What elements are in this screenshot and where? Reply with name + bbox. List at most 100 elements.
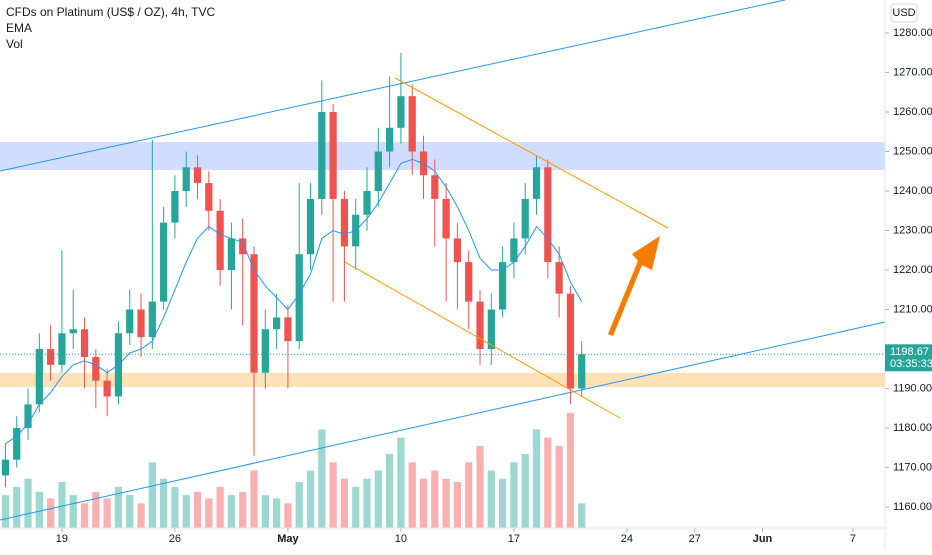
candle-body	[318, 112, 326, 199]
candle-body	[24, 404, 32, 429]
volume-bar	[239, 491, 247, 528]
x-tick-label: 19	[56, 533, 68, 545]
volume-bar	[171, 486, 179, 528]
x-tick-label: 26	[169, 533, 181, 545]
ema-line	[5, 158, 583, 445]
volume-bar	[442, 478, 450, 528]
candle-body	[80, 329, 89, 357]
candle-body	[126, 309, 134, 334]
candle-body	[205, 183, 213, 211]
volume-bar	[498, 478, 507, 528]
indicator: EMA	[6, 21, 32, 35]
volume-bar	[329, 462, 337, 528]
candle-body	[476, 301, 484, 350]
candle-body	[160, 222, 168, 302]
volume-bar	[386, 454, 394, 528]
volume-bar	[80, 503, 89, 528]
volume-bar	[408, 462, 416, 528]
x-tick-label: 24	[621, 533, 633, 545]
countdown: 03:35:33	[890, 358, 932, 370]
volume-bar	[250, 470, 258, 528]
volume-bar	[1, 495, 10, 528]
candle-body	[193, 167, 202, 184]
candle-body	[566, 293, 575, 389]
volume-bar	[397, 437, 405, 528]
resistance-zone	[0, 142, 885, 170]
volume-bar	[160, 478, 168, 528]
candles	[1, 52, 586, 488]
volume-bar	[566, 413, 575, 528]
arrow	[608, 236, 660, 336]
volume-bar	[182, 495, 190, 528]
y-tick-label: 1190.00	[893, 382, 932, 394]
support-zone	[0, 373, 885, 387]
volume-bar	[137, 503, 145, 528]
volume-bar	[273, 498, 281, 528]
volume-bar	[465, 462, 473, 528]
candle-body	[295, 254, 303, 342]
volume-bar	[295, 482, 303, 528]
volume-bar	[103, 498, 111, 528]
wedge-upper	[394, 77, 669, 229]
channel-upper	[0, 0, 786, 172]
candle-body	[13, 428, 21, 460]
y-tick-label: 1270.00	[893, 66, 932, 78]
x-tick-label: 17	[508, 533, 520, 545]
candle-body	[216, 210, 224, 271]
indicator: Vol	[6, 37, 23, 51]
candle-body	[329, 112, 337, 199]
candle-body	[284, 317, 292, 342]
candle-body	[171, 191, 179, 223]
candle-body	[92, 356, 100, 381]
y-tick-label: 1210.00	[893, 303, 932, 315]
y-tick-label: 1170.00	[893, 461, 932, 473]
volume-bar	[148, 462, 156, 528]
volume-bar	[306, 470, 315, 528]
candle-body	[137, 309, 145, 338]
candle-body	[58, 333, 66, 365]
volume-bar	[521, 454, 529, 528]
last-price-box	[885, 344, 932, 372]
volume-bar	[126, 495, 134, 528]
candle-body	[532, 167, 541, 199]
x-tick-label: Jun	[753, 533, 773, 545]
candle-body	[227, 238, 236, 271]
candle-body	[182, 167, 190, 192]
volume-bar	[363, 478, 371, 528]
volume-bar	[69, 495, 77, 528]
y-tick-label: 1220.00	[893, 264, 932, 276]
candle-body	[250, 254, 258, 373]
volume-bar	[261, 495, 269, 528]
y-tick-label: 1280.00	[893, 27, 932, 39]
y-tick-label: 1260.00	[893, 106, 932, 118]
candle-body	[408, 96, 416, 152]
volume-bar	[24, 478, 32, 528]
x-tick-label: 10	[395, 533, 407, 545]
x-tick-label: 27	[689, 533, 701, 545]
candle-body	[544, 167, 552, 263]
chart-title: CFDs on Platinum (US$ / OZ), 4h, TVC	[6, 5, 216, 19]
candle-body	[239, 238, 247, 255]
candle-body	[273, 317, 281, 330]
volume-bar	[114, 486, 123, 528]
currency-box[interactable]	[890, 3, 918, 23]
volume-bar	[555, 445, 563, 528]
candle-body	[397, 96, 405, 128]
candle-body	[386, 127, 394, 152]
volume-bar	[13, 486, 21, 528]
volume-bar	[544, 437, 552, 528]
volume-bar	[47, 498, 55, 528]
volume-bar	[227, 495, 236, 528]
volume-bar	[352, 486, 360, 528]
candle-body	[35, 349, 43, 405]
volume-bar	[318, 429, 326, 528]
volume-bar	[216, 486, 224, 528]
y-tick-label: 1250.00	[893, 145, 932, 157]
candle-body	[442, 198, 450, 239]
x-tick-label: 7	[850, 533, 856, 545]
candle-body	[555, 262, 563, 294]
candle-body	[510, 238, 518, 263]
candle-body	[374, 151, 382, 192]
channel-lower	[0, 321, 886, 521]
